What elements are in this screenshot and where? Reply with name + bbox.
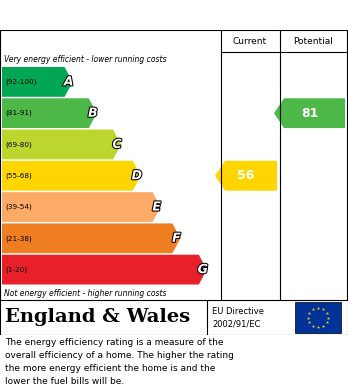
Polygon shape <box>2 161 141 191</box>
Text: D: D <box>132 169 142 182</box>
Text: E: E <box>152 201 161 213</box>
Text: The energy efficiency rating is a measure of the
overall efficiency of a home. T: The energy efficiency rating is a measur… <box>5 338 234 386</box>
Text: A: A <box>64 75 73 88</box>
Polygon shape <box>2 98 97 128</box>
Text: Very energy efficient - lower running costs: Very energy efficient - lower running co… <box>4 55 166 64</box>
Text: Potential: Potential <box>294 36 333 45</box>
Polygon shape <box>274 98 345 128</box>
Polygon shape <box>2 129 121 160</box>
Text: (1-20): (1-20) <box>5 266 27 273</box>
Polygon shape <box>2 223 180 253</box>
Text: C: C <box>112 138 121 151</box>
Text: 81: 81 <box>301 107 318 120</box>
Polygon shape <box>215 161 277 191</box>
Text: (21-38): (21-38) <box>5 235 32 242</box>
Polygon shape <box>2 255 207 285</box>
Text: (81-91): (81-91) <box>5 110 32 117</box>
Text: G: G <box>198 263 208 276</box>
Polygon shape <box>2 192 160 222</box>
Text: B: B <box>88 107 97 120</box>
Bar <box>295 302 341 333</box>
Text: (92-100): (92-100) <box>5 79 37 85</box>
Text: (55-68): (55-68) <box>5 172 32 179</box>
Text: Not energy efficient - higher running costs: Not energy efficient - higher running co… <box>4 289 166 298</box>
Text: Energy Efficiency Rating: Energy Efficiency Rating <box>7 7 217 23</box>
Text: EU Directive
2002/91/EC: EU Directive 2002/91/EC <box>212 307 264 328</box>
Text: 56: 56 <box>237 169 255 182</box>
Text: F: F <box>172 232 181 245</box>
Polygon shape <box>2 67 73 97</box>
Text: Current: Current <box>233 36 267 45</box>
Text: England & Wales: England & Wales <box>5 308 190 326</box>
Text: (39-54): (39-54) <box>5 204 32 210</box>
Text: (69-80): (69-80) <box>5 141 32 148</box>
